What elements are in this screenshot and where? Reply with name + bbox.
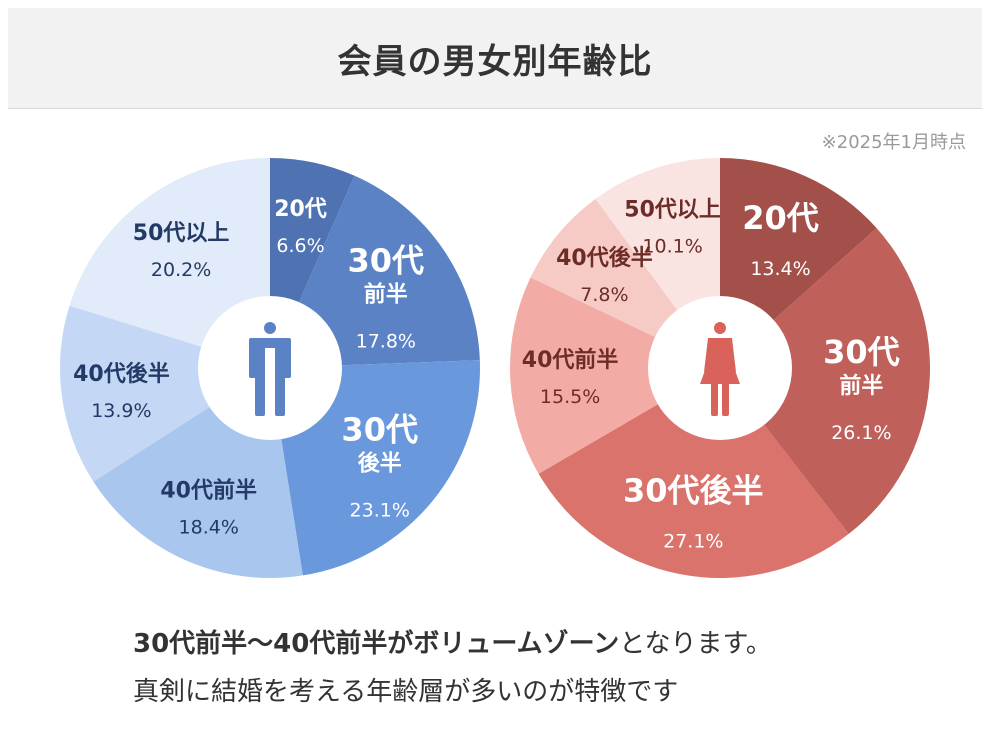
value-label-20s: 6.6% xyxy=(276,235,324,257)
value-label-40s-early: 15.5% xyxy=(540,386,600,408)
slice-40s-late xyxy=(59,305,271,482)
value-label-20s: 13.4% xyxy=(750,258,810,280)
slice-label-20s: 20代 xyxy=(274,197,327,222)
slice-40s-early xyxy=(509,277,720,474)
value-label-50s-plus: 10.1% xyxy=(642,235,702,257)
slice-label-30s-late: 後半 xyxy=(358,450,402,476)
value-label-40s-late: 7.8% xyxy=(580,284,628,306)
caption-highlight: 30代前半〜40代前半がボリュームゾーン xyxy=(133,629,620,659)
slice-label-30s-early: 前半 xyxy=(839,373,883,399)
male-person-icon xyxy=(249,322,291,416)
slice-label-20s: 20代 xyxy=(742,199,819,237)
value-label-30s-late: 27.1% xyxy=(663,531,723,553)
slice-label-40s-late: 40代後半 xyxy=(556,245,653,271)
caption-line-2: 真剣に結婚を考える年齢層が多いのが特徴です xyxy=(133,677,679,707)
slice-label-50s-plus: 50代以上 xyxy=(624,197,721,222)
header: 会員の男女別年齢比 xyxy=(8,8,982,109)
slice-label-40s-early: 40代前半 xyxy=(522,347,619,373)
value-label-30s-late: 23.1% xyxy=(350,499,410,521)
value-label-50s-plus: 20.2% xyxy=(151,259,211,281)
slice-label-50s-plus: 50代以上 xyxy=(133,221,230,246)
caption: 30代前半〜40代前半がボリュームゾーンとなります。 真剣に結婚を考える年齢層が… xyxy=(133,620,953,716)
slice-label-30s-late: 30代後半 xyxy=(623,472,764,510)
value-label-30s-early: 17.8% xyxy=(356,331,416,353)
slice-label-30s-early: 前半 xyxy=(364,282,408,308)
page-title: 会員の男女別年齢比 xyxy=(337,41,653,82)
slice-label-40s-early: 40代前半 xyxy=(160,478,257,504)
slice-30s-late xyxy=(538,368,849,578)
caption-rest: となります。 xyxy=(619,629,772,659)
slice-50s-plus xyxy=(69,157,270,368)
donut-chart-female: 20代 13.4% 30代前半 26.1% 30代後半 27.1% 40代前半 15.5% 40… xyxy=(509,158,930,578)
value-label-40s-early: 18.4% xyxy=(179,517,239,539)
slice-30s-early xyxy=(720,228,930,534)
slice-label-40s-late: 40代後半 xyxy=(73,361,170,387)
slice-label-30s-early: 30代 xyxy=(823,333,900,371)
slice-label-30s-late: 30代 xyxy=(341,410,418,448)
female-person-icon xyxy=(700,322,740,416)
slice-label-30s-early: 30代 xyxy=(348,242,425,280)
value-label-30s-early: 26.1% xyxy=(831,422,891,444)
donut-hole xyxy=(198,296,342,440)
date-note: ※2025年1月時点 xyxy=(821,132,966,153)
caption-line-1: 30代前半〜40代前半がボリュームゾーンとなります。 xyxy=(133,620,953,668)
value-label-40s-late: 13.9% xyxy=(91,400,151,422)
